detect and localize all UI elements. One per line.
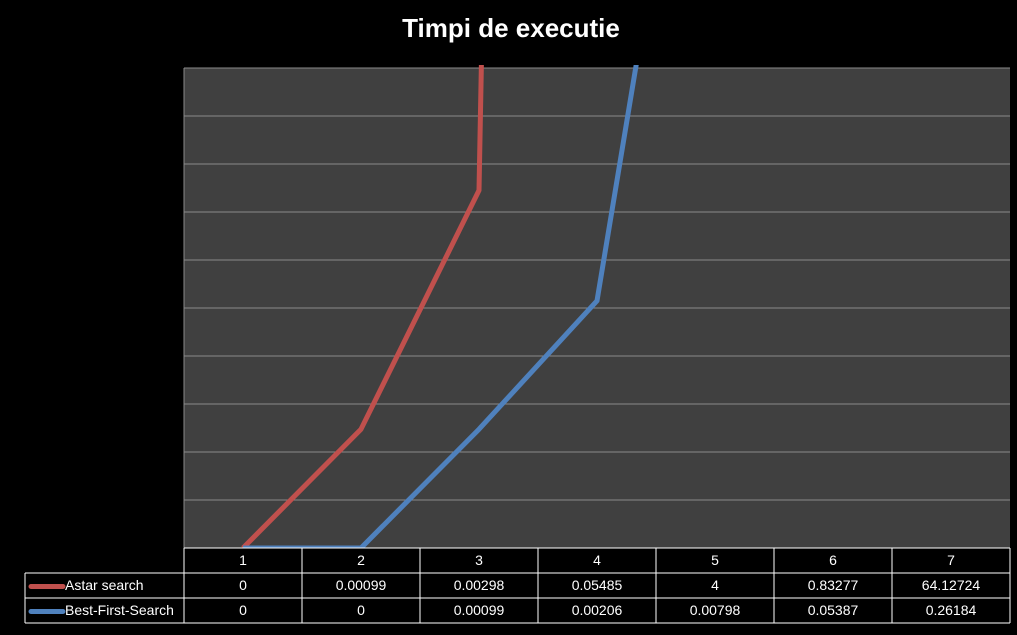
table-value: 0.00206 xyxy=(572,602,623,618)
table-value: 0.05485 xyxy=(572,577,623,593)
table-value: 0.00099 xyxy=(454,602,505,618)
x-tick-label: 1 xyxy=(239,552,247,568)
table-value: 0.26184 xyxy=(926,602,977,618)
table-value: 0.05387 xyxy=(808,602,859,618)
series-line xyxy=(241,65,484,548)
table-value: 4 xyxy=(711,577,719,593)
table-value: 0.00099 xyxy=(336,577,387,593)
x-tick-label: 7 xyxy=(947,552,955,568)
table-value: 0.83277 xyxy=(808,577,859,593)
table-value: 0 xyxy=(239,577,247,593)
table-value: 0.00298 xyxy=(454,577,505,593)
x-tick-label: 6 xyxy=(829,552,837,568)
x-tick-label: 3 xyxy=(475,552,483,568)
x-tick-label: 5 xyxy=(711,552,719,568)
table-value: 64.12724 xyxy=(922,577,981,593)
lines xyxy=(241,65,639,548)
table-value: 0 xyxy=(357,602,365,618)
table-value: 0.00798 xyxy=(690,602,741,618)
chart-title: Timpi de executie xyxy=(402,13,620,43)
x-tick-label: 4 xyxy=(593,552,601,568)
x-tick-label: 2 xyxy=(357,552,365,568)
table-value: 0 xyxy=(239,602,247,618)
legend-label: Astar search xyxy=(65,577,144,593)
legend-label: Best-First-Search xyxy=(65,602,174,618)
series-line xyxy=(243,65,639,548)
